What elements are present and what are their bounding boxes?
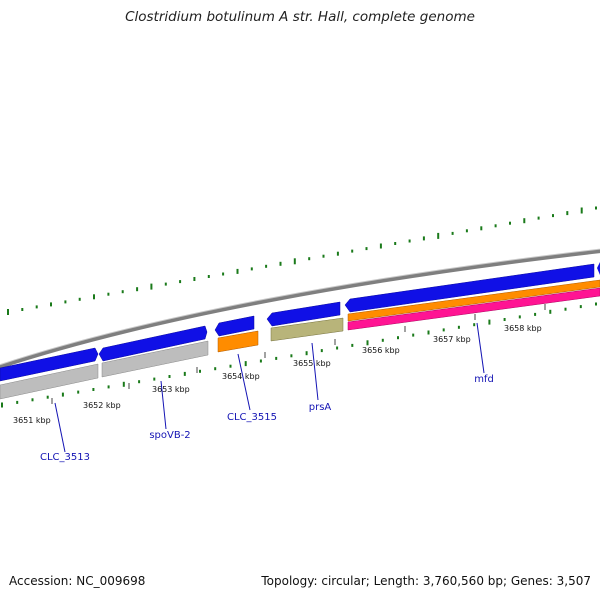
kbp-label: 3653 kbp xyxy=(152,385,190,394)
kbp-label: 3655 kbp xyxy=(293,359,331,368)
gene-label-spoVB-2[interactable]: spoVB-2 xyxy=(149,430,190,441)
leader-spoVB-2 xyxy=(160,380,167,430)
cds-arrow-1[interactable] xyxy=(0,347,99,382)
gene-label-prsA[interactable]: prsA xyxy=(309,402,332,413)
kbp-label: 3656 kbp xyxy=(362,346,400,355)
kbp-label: 3651 kbp xyxy=(13,416,51,425)
cds-arrow-mfd[interactable] xyxy=(344,263,595,313)
outer-gc-ticks xyxy=(7,206,597,315)
gene-label-CLC-3513[interactable]: CLC_3513 xyxy=(40,452,90,463)
cds-arrow-spoVB-2[interactable] xyxy=(98,325,208,362)
leader-CLC-3513 xyxy=(54,402,66,453)
gene-label-mfd[interactable]: mfd xyxy=(474,374,494,385)
gene-bar-spoVB-2[interactable] xyxy=(101,340,209,378)
kbp-scale: 3651 kbp 3652 kbp 3653 kbp 3654 kbp 3655 kbp… xyxy=(13,304,546,425)
gene-bar-CLC-3513[interactable] xyxy=(0,363,99,400)
genome-backbone xyxy=(0,249,600,369)
genome-backbone-highlight xyxy=(0,248,600,366)
kbp-label: 3654 kbp xyxy=(222,372,260,381)
gene-bar-mfd-orange[interactable] xyxy=(347,279,600,322)
cds-arrow-right-edge[interactable] xyxy=(597,262,600,275)
accession-text: Accession: NC_009698 xyxy=(9,574,146,588)
kbp-label: 3657 kbp xyxy=(433,335,471,344)
kbp-label: 3652 kbp xyxy=(83,401,121,410)
gene-bar-prsA[interactable] xyxy=(270,317,344,342)
map-title: Clostridium botulinum A str. Hall, compl… xyxy=(125,9,475,25)
gene-bar-mfd-pink[interactable] xyxy=(347,287,600,331)
leader-CLC-3515 xyxy=(237,353,251,411)
gene-label-CLC-3515[interactable]: CLC_3515 xyxy=(227,412,277,423)
gene-bar-CLC-3515[interactable] xyxy=(217,330,259,353)
leader-mfd xyxy=(476,322,485,374)
inner-gc-ticks xyxy=(1,302,597,408)
cds-arrow-CLC-3515[interactable] xyxy=(214,315,255,337)
topology-summary: Topology: circular; Length: 3,760,560 bp… xyxy=(261,574,591,588)
leader-prsA xyxy=(311,342,319,401)
cds-arrow-prsA[interactable] xyxy=(266,301,341,327)
kbp-label: 3658 kbp xyxy=(504,324,542,333)
